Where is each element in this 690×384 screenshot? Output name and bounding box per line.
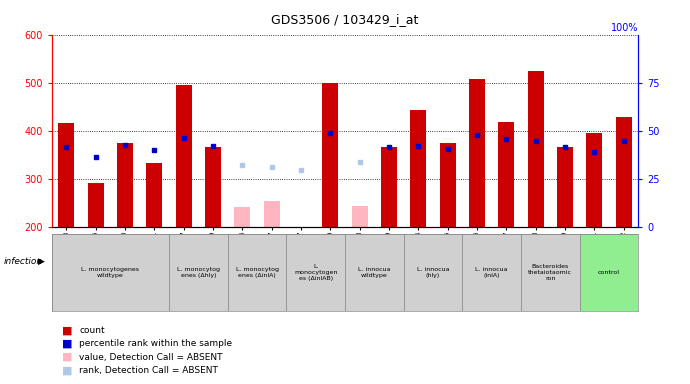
Text: L. innocua
wildtype: L. innocua wildtype bbox=[358, 267, 391, 278]
Bar bbox=[557, 147, 573, 227]
Bar bbox=[440, 142, 455, 227]
Text: count: count bbox=[79, 326, 105, 335]
Bar bbox=[59, 123, 75, 227]
Bar bbox=[586, 133, 602, 227]
Bar bbox=[345, 234, 404, 311]
Text: L.
monocytogen
es (ΔinlAB): L. monocytogen es (ΔinlAB) bbox=[294, 264, 337, 281]
Bar bbox=[615, 117, 631, 227]
Bar bbox=[498, 122, 514, 227]
Bar bbox=[462, 234, 521, 311]
Text: Bacteroides
thetaiotaomic
ron: Bacteroides thetaiotaomic ron bbox=[529, 264, 572, 281]
Bar bbox=[146, 163, 162, 227]
Text: 100%: 100% bbox=[611, 23, 638, 33]
Bar bbox=[411, 110, 426, 227]
Bar bbox=[469, 79, 485, 227]
Text: GDS3506 / 103429_i_at: GDS3506 / 103429_i_at bbox=[271, 13, 419, 26]
Text: ■: ■ bbox=[62, 366, 72, 376]
Text: L. monocytog
enes (Δhly): L. monocytog enes (Δhly) bbox=[177, 267, 220, 278]
Bar bbox=[88, 184, 103, 227]
Bar bbox=[381, 147, 397, 227]
Bar bbox=[528, 71, 544, 227]
Text: rank, Detection Call = ABSENT: rank, Detection Call = ABSENT bbox=[79, 366, 218, 375]
Bar bbox=[521, 234, 580, 311]
Bar bbox=[352, 206, 368, 227]
Bar bbox=[176, 85, 192, 227]
Bar bbox=[264, 201, 279, 227]
Bar bbox=[205, 147, 221, 227]
Text: control: control bbox=[598, 270, 620, 275]
Text: L. innocua
(hly): L. innocua (hly) bbox=[417, 267, 449, 278]
Text: value, Detection Call = ABSENT: value, Detection Call = ABSENT bbox=[79, 353, 223, 362]
Bar bbox=[169, 234, 228, 311]
Text: L. monocytog
enes (ΔinlA): L. monocytog enes (ΔinlA) bbox=[235, 267, 279, 278]
Bar bbox=[580, 234, 638, 311]
Bar bbox=[52, 234, 169, 311]
Bar bbox=[117, 142, 133, 227]
Text: ▶: ▶ bbox=[38, 257, 45, 266]
Bar bbox=[228, 234, 286, 311]
Text: L. innocua
(inlA): L. innocua (inlA) bbox=[475, 267, 508, 278]
Text: ■: ■ bbox=[62, 325, 72, 335]
Text: L. monocytogenes
wildtype: L. monocytogenes wildtype bbox=[81, 267, 139, 278]
Text: ■: ■ bbox=[62, 352, 72, 362]
Text: ■: ■ bbox=[62, 339, 72, 349]
Bar bbox=[404, 234, 462, 311]
Text: percentile rank within the sample: percentile rank within the sample bbox=[79, 339, 233, 348]
Bar bbox=[286, 234, 345, 311]
Bar bbox=[322, 83, 338, 227]
Text: infection: infection bbox=[3, 257, 43, 266]
Bar bbox=[235, 207, 250, 227]
